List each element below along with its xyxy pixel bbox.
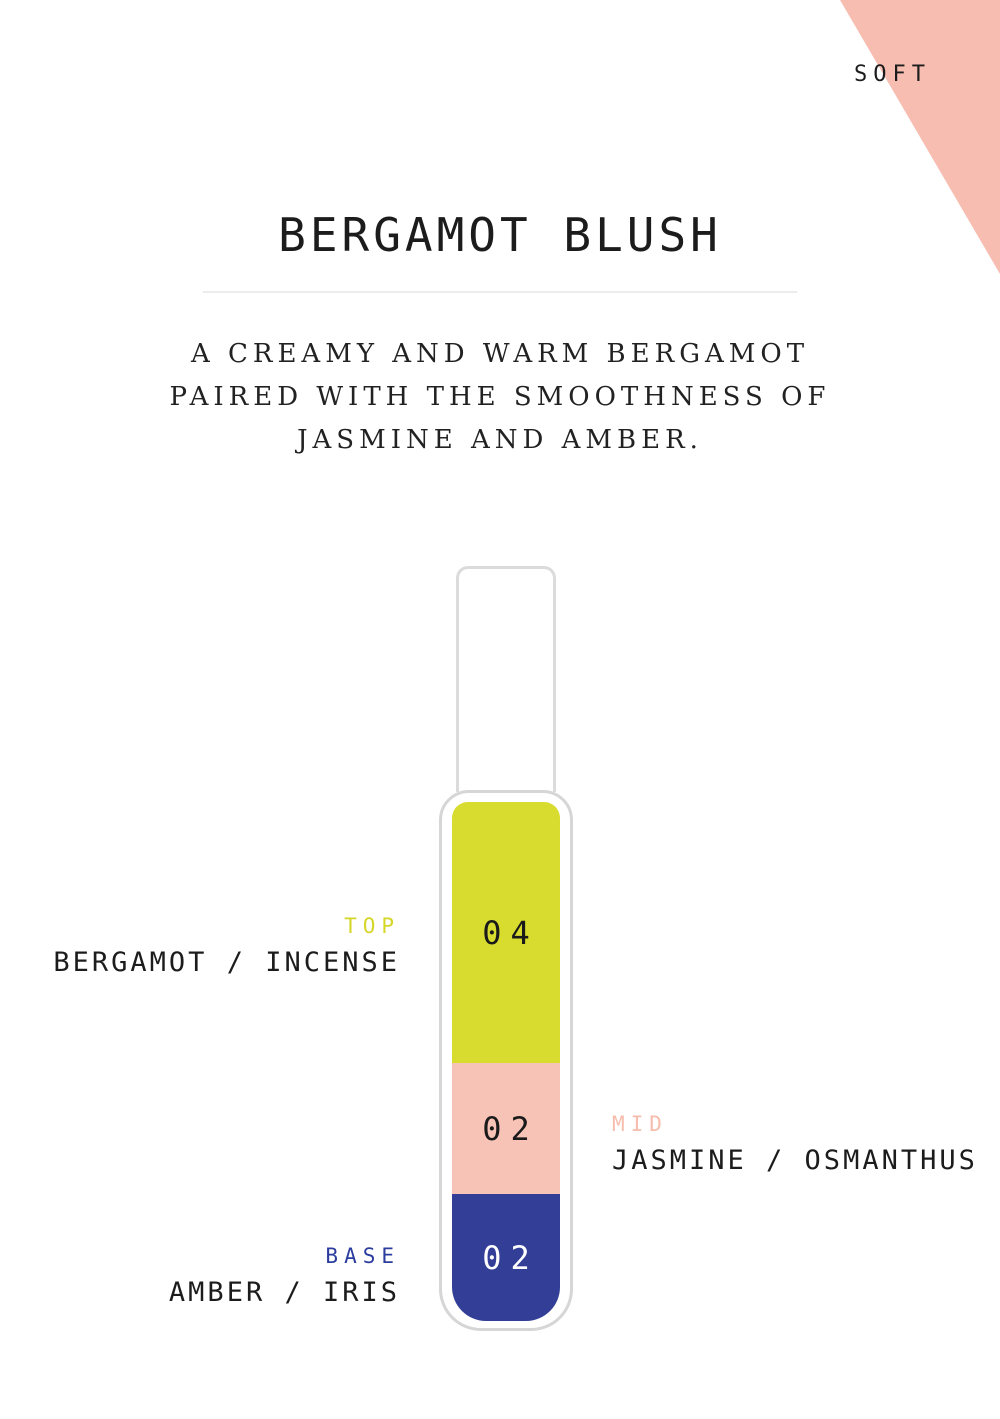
base-note-segment: 02	[452, 1194, 560, 1321]
top-note-ingredients: BERGAMOT / INCENSE	[53, 947, 400, 978]
base-note-label: BASE AMBER / IRIS	[169, 1244, 400, 1308]
mid-note-segment: 02	[452, 1063, 560, 1194]
mid-note-value: 02	[482, 1109, 539, 1148]
description-line: PAIRED WITH THE SMOOTHNESS OF	[169, 382, 831, 412]
divider-line	[203, 291, 797, 293]
top-note-segment: 04	[452, 802, 560, 1063]
page-title: BERGAMOT BLUSH	[278, 208, 722, 262]
top-note-label: TOP BERGAMOT / INCENSE	[53, 914, 400, 978]
mid-note-ingredients: JASMINE / OSMANTHUS	[612, 1145, 978, 1176]
scent-family-badge: SOFT	[854, 62, 931, 87]
bottle-cap	[456, 566, 556, 792]
bottle-fill: 04 02 02	[452, 802, 560, 1321]
description-line: A CREAMY AND WARM BERGAMOT	[190, 339, 810, 369]
fragrance-description: A CREAMY AND WARM BERGAMOT PAIRED WITH T…	[0, 333, 1000, 462]
description-line: JASMINE AND AMBER.	[297, 425, 703, 455]
mid-note-level: MID	[612, 1112, 668, 1136]
base-note-value: 02	[482, 1238, 539, 1277]
mid-note-label: MID JASMINE / OSMANTHUS	[612, 1112, 978, 1176]
base-note-level: BASE	[325, 1244, 400, 1268]
base-note-ingredients: AMBER / IRIS	[168, 1277, 400, 1308]
top-note-value: 04	[482, 913, 539, 952]
top-note-level: TOP	[344, 914, 400, 938]
